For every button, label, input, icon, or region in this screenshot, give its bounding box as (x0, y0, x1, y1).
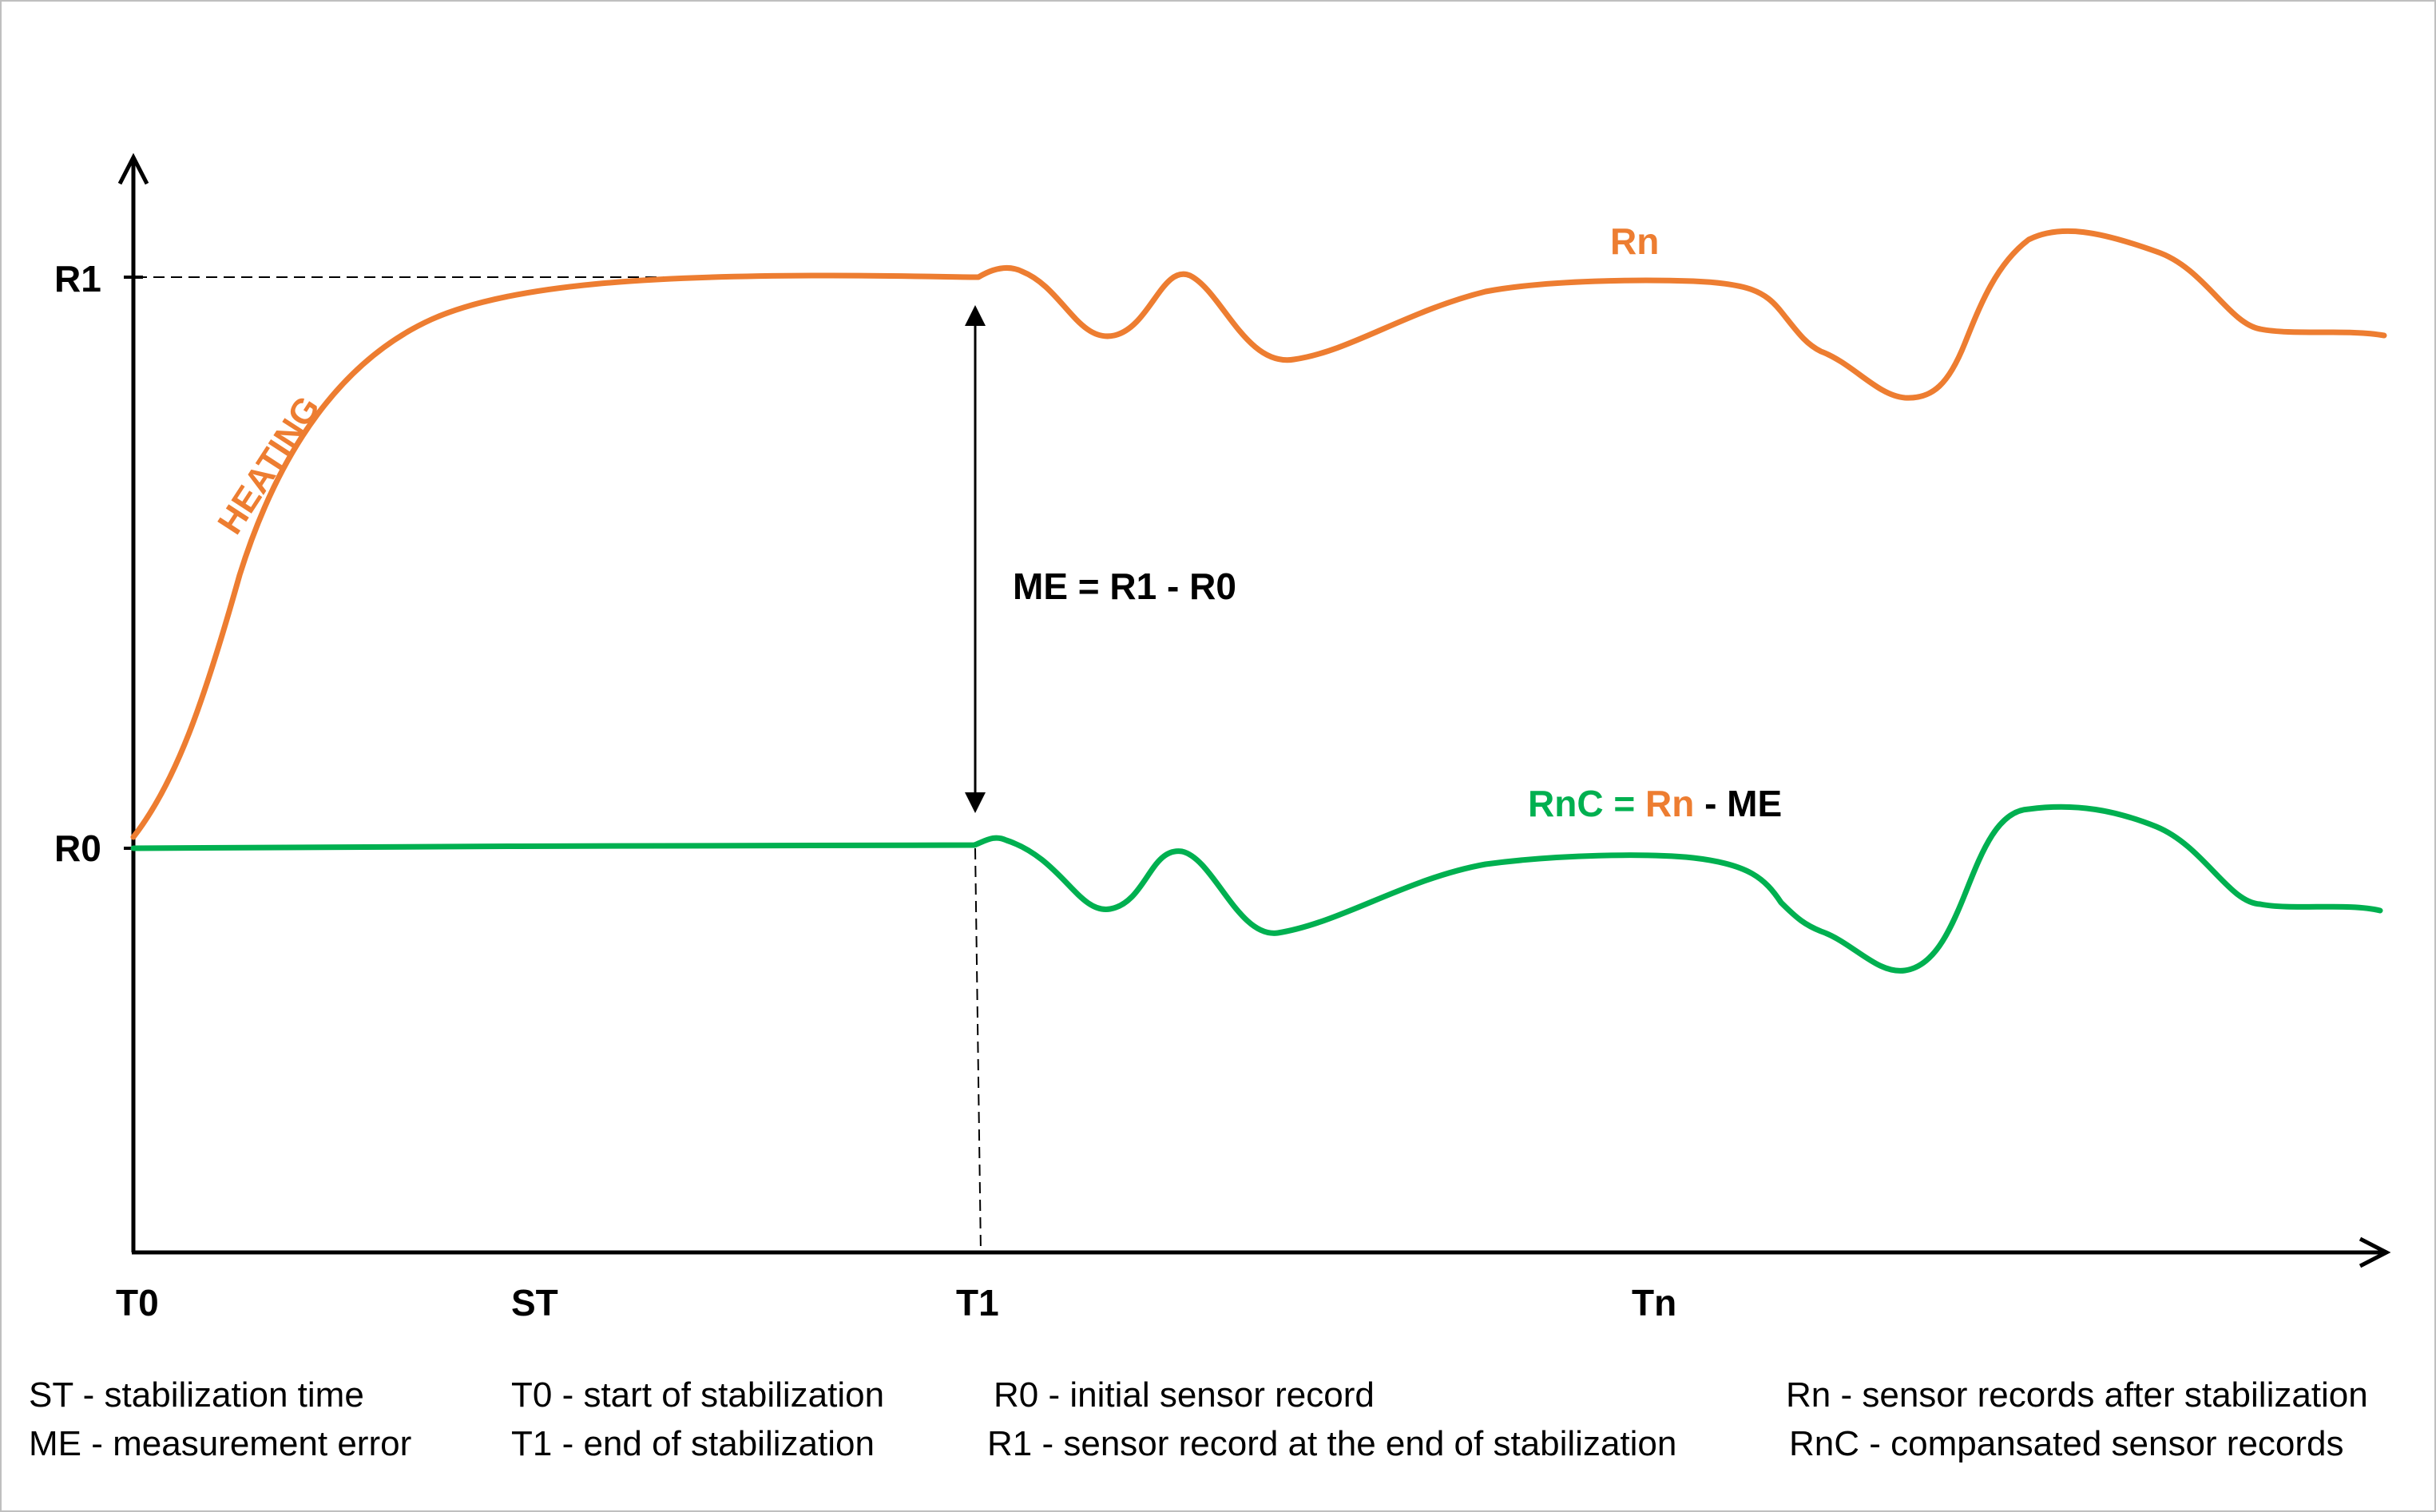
legend-rn: Rn - sensor records after stabilization (1786, 1375, 2368, 1415)
legend-r1: R1 - sensor record at the end of stabili… (987, 1424, 1677, 1463)
y-axis-arrowhead (117, 153, 149, 185)
x-label-st: ST (511, 1282, 558, 1323)
x-label-t0: T0 (116, 1282, 159, 1323)
t1-dashed-guide (974, 847, 982, 1253)
rnc-formula-rest: - ME (1694, 783, 1782, 824)
rn-curve (130, 228, 2387, 840)
legend-rnc: RnC - compansated sensor records (1789, 1424, 2344, 1463)
legend-t1: T1 - end of stabilization (511, 1424, 875, 1463)
x-label-tn: Tn (1632, 1282, 1676, 1323)
legend-st: ST - stabilization time (29, 1375, 364, 1415)
y-label-r1: R1 (54, 258, 101, 300)
rnc-formula-lhs: RnC = (1528, 783, 1645, 824)
heating-label: HEATING (210, 389, 327, 541)
me-arrow-head-bottom (965, 792, 986, 813)
x-label-t1: T1 (956, 1282, 999, 1323)
rnc-formula: RnC = Rn - ME (1528, 783, 1782, 824)
rn-label: Rn (1610, 220, 1659, 262)
me-formula: ME = R1 - R0 (1013, 566, 1236, 607)
legend-me: ME - measurement error (29, 1424, 412, 1463)
y-label-r0: R0 (54, 827, 101, 869)
rnc-curve (130, 804, 2383, 974)
me-arrow-head-top (965, 305, 986, 326)
legend-r0: R0 - initial sensor record (994, 1375, 1375, 1415)
rnc-formula-rn: Rn (1645, 783, 1694, 824)
legend-t0: T0 - start of stabilization (511, 1375, 885, 1415)
x-axis-arrowhead (2359, 1236, 2391, 1268)
